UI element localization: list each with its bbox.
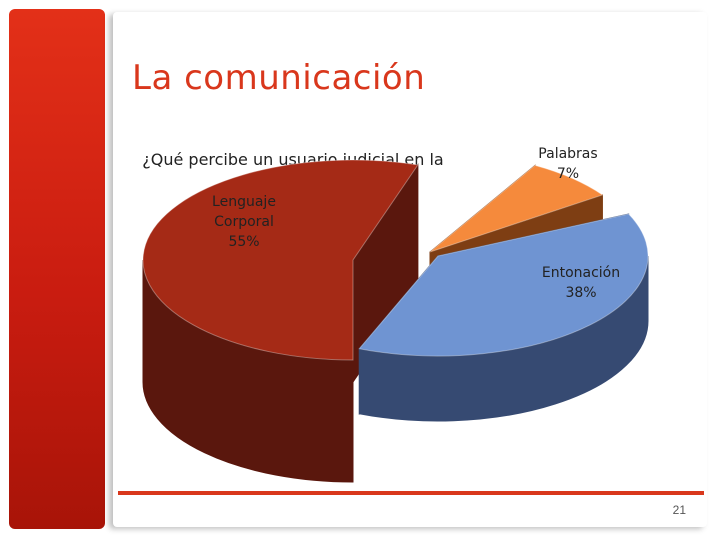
slide-title: La comunicación [132, 58, 426, 98]
pie-labels: Lenguaje Corporal 55% Palabras 7% Entonación 3… [212, 146, 620, 301]
pie-slice-lenguaje-top [142, 159, 419, 361]
footer-divider [118, 491, 704, 495]
slice-label-line: Lenguaje [212, 194, 276, 210]
pie-slice-entonacion [358, 213, 649, 422]
slice-label-line: 55% [228, 234, 259, 250]
slice-label-entonacion: Entonación 38% [542, 265, 620, 301]
slice-label-line: Palabras [538, 146, 597, 162]
pie-slice-palabras-top [429, 164, 604, 253]
slice-label-line: Corporal [214, 214, 274, 230]
page-number: 21 [672, 503, 686, 517]
pie-slice-entonacion-top [358, 213, 649, 357]
slice-label-line: 38% [565, 285, 596, 301]
side-accent-bar [9, 9, 105, 529]
slice-label-line: 7% [557, 166, 579, 182]
slice-label-lenguaje: Lenguaje Corporal 55% [212, 194, 276, 250]
pie-slices [142, 159, 649, 483]
pie-slice-lenguaje [142, 159, 419, 483]
slice-label-line: Entonación [542, 265, 620, 281]
slice-label-palabras: Palabras 7% [538, 146, 597, 182]
